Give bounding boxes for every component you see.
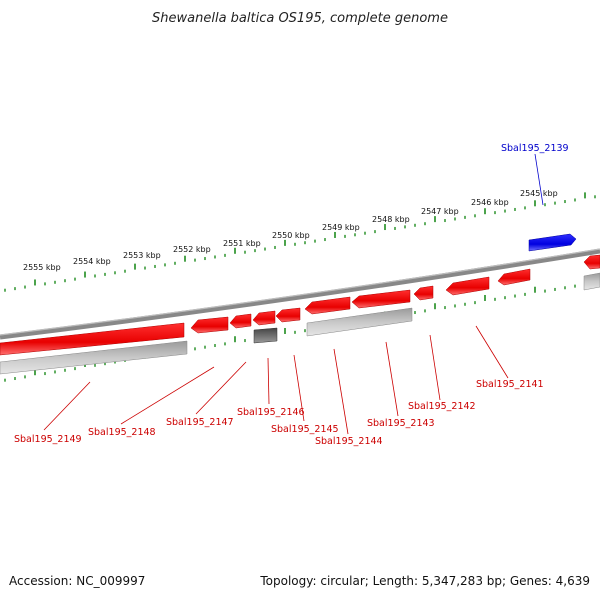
gene-Sbal195_2141[interactable]: [497, 268, 531, 286]
gene-label-Sbal195_2141[interactable]: Sbal195_2141: [476, 379, 544, 390]
gene-Sbal195_2145[interactable]: [304, 296, 351, 315]
tick-label-2550: 2550 kbp: [272, 231, 310, 240]
gene-label-Sbal195_2143[interactable]: Sbal195_2143: [367, 418, 435, 429]
gene-label-Sbal195_2147[interactable]: Sbal195_2147: [166, 417, 234, 428]
genome-backbone-highlight: [0, 248, 600, 336]
leader-line-2143: [385, 341, 399, 417]
leader-line-2149: [43, 381, 91, 431]
leader-line-2139: [534, 153, 544, 206]
tick-ruler-bottom: [4, 278, 596, 382]
leader-line-2145: [293, 354, 305, 422]
topology-text: Topology: circular; Length: 5,347,283 bp…: [260, 574, 590, 588]
leader-line-2144: [333, 348, 349, 435]
gene-Sbal195_2146-top[interactable]: [275, 307, 301, 323]
gene-label-Sbal195_2139[interactable]: Sbal195_2139: [501, 143, 569, 154]
gene-labels: Sbal195_2139 Sbal195_2141 Sbal195_2142 S…: [14, 143, 569, 447]
grey-feature-left: [0, 340, 188, 375]
feature-track-grey: [0, 272, 600, 375]
gene-Sbal195_2149[interactable]: [0, 322, 185, 356]
gene-label-Sbal195_2146[interactable]: Sbal195_2146: [237, 407, 305, 418]
tick-label-2553: 2553 kbp: [123, 251, 161, 260]
gene-label-Sbal195_2145[interactable]: Sbal195_2145: [271, 424, 339, 435]
tick-label-2554: 2554 kbp: [73, 257, 111, 266]
tick-label-2546: 2546 kbp: [471, 198, 509, 207]
gene-label-Sbal195_2149[interactable]: Sbal195_2149: [14, 434, 82, 445]
accession-text: Accession: NC_009997: [9, 574, 146, 588]
gene-Sbal195_2142[interactable]: [445, 276, 490, 296]
tick-label-2549: 2549 kbp: [322, 223, 360, 232]
tick-label-2545: 2545 kbp: [520, 189, 558, 198]
grey-feature-right: [583, 272, 600, 291]
gene-Sbal195_2139[interactable]: [528, 233, 577, 252]
tick-ruler-top: [4, 192, 596, 292]
leader-line-2146: [267, 357, 270, 405]
gene-Sbal195_2148-a[interactable]: [229, 313, 252, 329]
genome-title: Shewanella baltica OS195, complete genom…: [152, 11, 448, 26]
gene-Sbal195_2147[interactable]: [252, 310, 276, 326]
tick-labels-top: 2555 kbp 2554 kbp 2553 kbp 2552 kbp 2551…: [23, 189, 558, 272]
tick-label-2547: 2547 kbp: [421, 207, 459, 216]
gene-Sbal195_2144[interactable]: [351, 289, 411, 309]
gene-label-Sbal195_2144[interactable]: Sbal195_2144: [315, 436, 383, 447]
grey-feature-middle: [306, 307, 413, 337]
leader-line-2148: [120, 366, 215, 425]
tick-label-2555: 2555 kbp: [23, 263, 61, 272]
leader-line-2142: [429, 334, 441, 401]
gene-Sbal195_2143[interactable]: [413, 285, 434, 301]
tick-label-2548: 2548 kbp: [372, 215, 410, 224]
gene-label-Sbal195_2148[interactable]: Sbal195_2148: [88, 427, 156, 438]
tick-label-2551: 2551 kbp: [223, 239, 261, 248]
tick-label-2552: 2552 kbp: [173, 245, 211, 254]
gene-label-Sbal195_2142[interactable]: Sbal195_2142: [408, 401, 476, 412]
gene-Sbal195_2148-b[interactable]: [190, 316, 229, 334]
grey-feature-dark: [253, 327, 278, 344]
gene-track-reverse: [0, 254, 600, 356]
leader-line-2141: [475, 325, 509, 379]
gene-right-edge[interactable]: [583, 254, 600, 270]
leader-line-2147: [195, 361, 247, 415]
genome-backbone: [0, 248, 600, 340]
